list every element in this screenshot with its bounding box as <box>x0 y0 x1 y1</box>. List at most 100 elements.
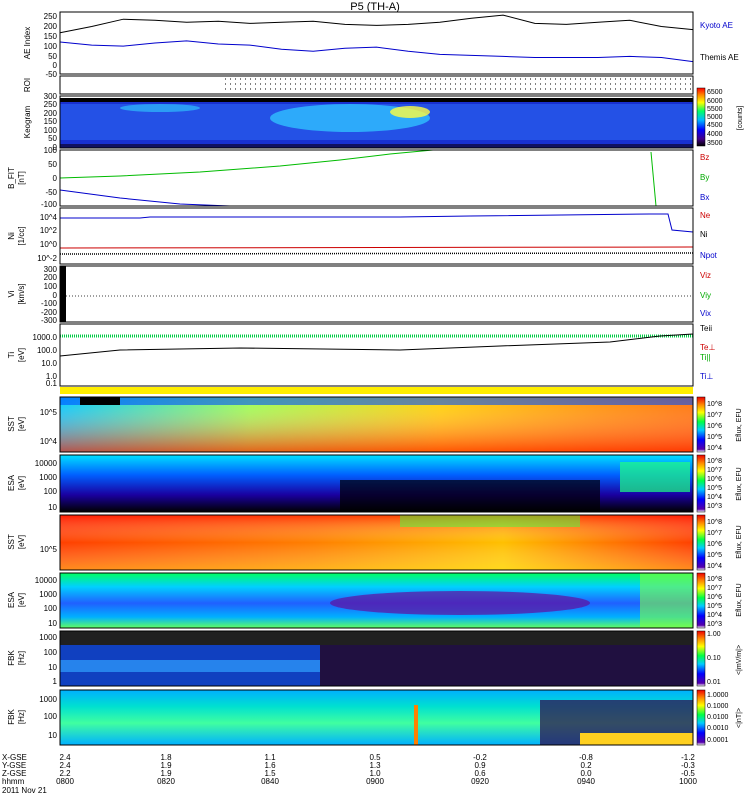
sst-ion-label: SST <box>7 416 16 432</box>
fbk-e-cb-tick: 0.01 <box>707 679 721 686</box>
sst-electron-colorbar <box>696 514 706 571</box>
keogram-tick: 250 <box>44 100 58 109</box>
row-label-x: X-GSE <box>2 753 27 762</box>
keogram-tick: 100 <box>44 126 58 135</box>
ae-tick: 150 <box>44 32 58 41</box>
esa-ion-cb-label: Eflux, EFU <box>736 467 743 500</box>
esa-ion-tick: 100 <box>44 487 58 496</box>
fbk-e-tick: 10 <box>48 663 57 672</box>
esa-electron-tick: 1000 <box>39 590 57 599</box>
vi-tick: 0 <box>53 291 58 300</box>
fbk-e-unit: [Hz] <box>17 651 26 665</box>
x-col-y: 1.3 <box>369 761 381 770</box>
esa-ion-cb-tick: 10^6 <box>707 476 722 483</box>
x-col-y: 1.6 <box>264 761 276 770</box>
esa-ion-tick: 10000 <box>35 459 58 468</box>
sst-electron-unit: [eV] <box>17 535 26 549</box>
legend-bz: Bz <box>700 153 709 162</box>
x-col-time: 0800 <box>56 777 74 786</box>
sst-electron-cb-tick: 10^7 <box>707 530 722 537</box>
ae-tick: 250 <box>44 12 58 21</box>
esa-ion-cb-tick: 10^7 <box>707 467 722 474</box>
fbk-e-cb-tick: 1.00 <box>707 631 721 638</box>
sst-electron-tick: 10^5 <box>40 545 58 554</box>
esa-electron-cb-label: Eflux, EFU <box>736 583 743 616</box>
x-col-z: -0.5 <box>681 769 695 778</box>
esa-ion-tick: 10 <box>48 503 57 512</box>
x-col-z: 0.0 <box>580 769 592 778</box>
keogram-label: Keogram <box>23 105 32 138</box>
ae-tick: 50 <box>48 52 57 61</box>
row-label-y: Y-GSE <box>2 761 26 770</box>
sst-electron-cb-label: Eflux, EFU <box>736 525 743 558</box>
fbk-e-colorbar <box>696 630 706 687</box>
ni-unit: [1/cc] <box>17 226 26 245</box>
keogram-tick: 0 <box>53 143 58 152</box>
sst-electron-label: SST <box>7 534 16 550</box>
x-col-y: 0.9 <box>474 761 486 770</box>
ae-series-line-0 <box>59 14 694 34</box>
sst-ion-cb-label: Eflux, EFU <box>736 408 743 441</box>
roi-label: ROI <box>23 78 32 92</box>
legend-bx: Bx <box>700 193 709 202</box>
x-col-y: 2.4 <box>59 761 71 770</box>
legend-vix: Vix <box>700 309 711 318</box>
legend-npot: Npot <box>700 251 718 260</box>
ni-tick: 10^-2 <box>37 254 57 263</box>
esa-ion-cb-tick: 10^3 <box>707 503 722 510</box>
esa-ion-colorbar <box>696 454 706 513</box>
sst-ion-cb-tick: 10^5 <box>707 434 722 441</box>
esa-electron-label: ESA <box>7 591 16 608</box>
vi-label: Vi <box>7 290 16 297</box>
esa-electron-tick: 100 <box>44 604 58 613</box>
b-tick: -100 <box>41 200 58 209</box>
x-col-x: -1.2 <box>681 753 695 762</box>
right-legends: Kyoto AE Themis AE Bz By Bx Ne Ni Npot V… <box>700 21 739 381</box>
sst-ion-tick: 10^5 <box>40 408 58 417</box>
fbk-b-tick: 100 <box>44 712 58 721</box>
vi-tick: -100 <box>41 299 58 308</box>
y-ticks: 250 200 150 100 50 0 -50 300 250 200 150… <box>33 12 58 740</box>
legend-viy: Viy <box>700 291 711 300</box>
velocity-lines <box>60 266 693 322</box>
x-col-z: 0.6 <box>474 769 486 778</box>
legend-viz: Viz <box>700 271 711 280</box>
esa-electron-tick: 10000 <box>35 576 58 585</box>
x-col-x: 1.8 <box>160 753 172 762</box>
legend-by: By <box>700 173 709 182</box>
esa-electron-tick: 10 <box>48 619 57 628</box>
x-col-x: 2.4 <box>59 753 71 762</box>
legend-ti-perp: Ti⊥ <box>700 372 713 381</box>
b-tick: 50 <box>48 160 57 169</box>
b-unit: [nT] <box>17 171 26 185</box>
roi-dots <box>225 78 693 90</box>
fbk-e-image <box>60 631 693 686</box>
keogram-tick: 200 <box>44 109 58 118</box>
keogram-image <box>60 98 693 148</box>
x-col-time: 0920 <box>471 777 489 786</box>
b-tick: 100 <box>44 146 58 155</box>
sst-electron-cb-tick: 10^4 <box>707 563 722 570</box>
ti-tick: 1.0 <box>46 372 58 381</box>
sst-ion-cb-tick: 10^6 <box>707 423 722 430</box>
ti-label: Ti <box>7 352 16 359</box>
fbk-b-cb-label: <|nT|> <box>736 708 743 728</box>
fbk-e-tick: 1000 <box>39 633 57 642</box>
x-col-z: 2.2 <box>59 769 71 778</box>
ni-label: Ni <box>7 232 16 240</box>
date-label: 2011 Nov 21 <box>2 786 47 795</box>
fbk-b-cb-tick: 0.0001 <box>707 737 729 744</box>
ti-tick: 100.0 <box>37 346 58 355</box>
fbk-b-unit: [Hz] <box>17 710 26 724</box>
x-col-time: 1000 <box>679 777 697 786</box>
x-col-y: 0.2 <box>580 761 592 770</box>
sst-ion-image <box>60 397 693 452</box>
x-col-time: 0940 <box>577 777 595 786</box>
vi-tick: -300 <box>41 316 58 325</box>
legend-themis-ae: Themis AE <box>700 53 739 62</box>
fbk-e-cb-tick: 0.10 <box>707 655 721 662</box>
keogram-cb-tick: 4000 <box>707 131 723 138</box>
sst-ion-unit: [eV] <box>17 417 26 431</box>
vi-tick: -200 <box>41 308 58 317</box>
